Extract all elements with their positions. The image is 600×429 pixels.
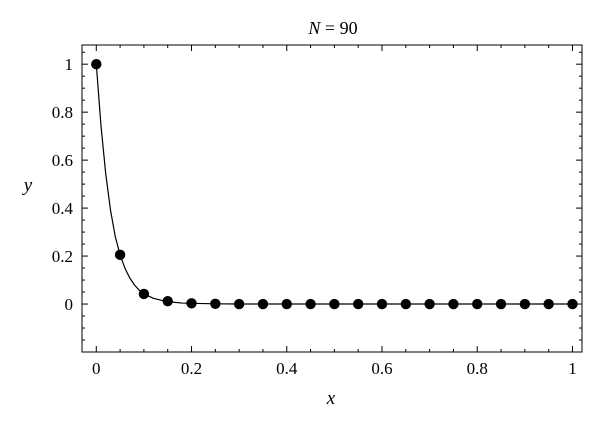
plot-area: 0 0.2 0.4 0.6 0.8 1 0 0.2 0.4 0.6 0.8 1 [52, 45, 582, 378]
data-point [448, 298, 459, 310]
data-point [543, 298, 554, 310]
data-point [162, 295, 173, 307]
y-tick-label: 0.2 [52, 247, 73, 266]
data-point [91, 58, 102, 70]
series-curve [95, 64, 573, 305]
data-point [329, 298, 340, 310]
x-axis-label: x [326, 388, 336, 409]
x-tick-label: 0.4 [276, 359, 298, 378]
data-point [567, 298, 578, 310]
data-point [472, 298, 483, 310]
data-point [305, 298, 316, 310]
plot-frame [81, 44, 583, 353]
y-tick-label: 0.6 [52, 151, 73, 170]
x-tick-label: 1 [568, 359, 577, 378]
chart-title: N = 90 [307, 18, 357, 38]
x-tick-label: 0 [92, 359, 101, 378]
data-point [424, 298, 435, 310]
chart-title-variable: N [307, 18, 321, 38]
y-tick-label: 1 [65, 55, 74, 74]
y-axis-label: y [22, 175, 33, 196]
data-point [495, 298, 507, 310]
x-tick-label: 0.2 [181, 359, 202, 378]
data-point [257, 298, 269, 310]
x-tick-label: 0.8 [467, 359, 488, 378]
data-point [519, 298, 531, 310]
x-tick-label: 0.6 [371, 359, 392, 378]
y-tick-label: 0 [65, 295, 74, 314]
data-point [114, 249, 126, 261]
data-point [376, 298, 388, 310]
chart-title-value: = 90 [320, 18, 357, 38]
data-point [352, 298, 364, 310]
data-point [210, 298, 221, 309]
data-point [186, 298, 197, 309]
data-point [281, 298, 292, 310]
data-point [233, 298, 245, 310]
y-tick-label: 0.8 [52, 103, 73, 122]
data-point [138, 288, 150, 300]
data-point [400, 298, 412, 310]
y-tick-label: 0.4 [52, 199, 74, 218]
